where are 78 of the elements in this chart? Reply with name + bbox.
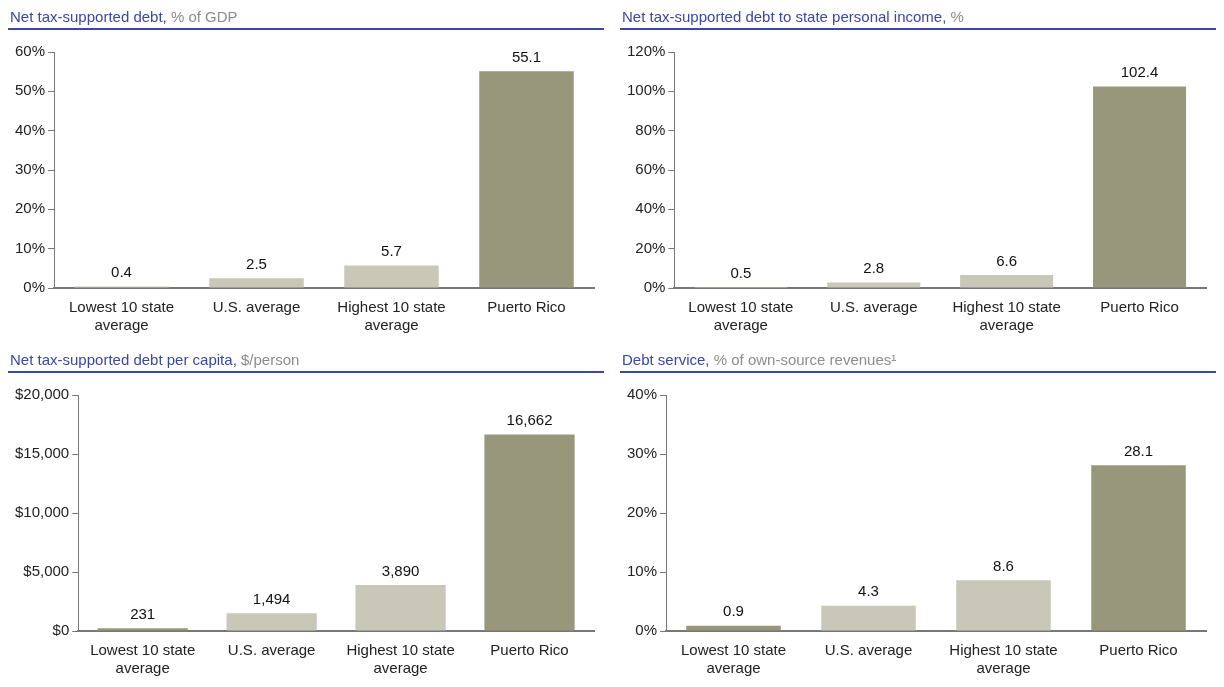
bar [226, 613, 317, 631]
data-label: 2.5 [246, 254, 267, 272]
data-label: 6.6 [996, 251, 1018, 269]
x-tick-label: Puerto Rico [1100, 298, 1179, 316]
data-label: 0.9 [723, 602, 744, 620]
chart-title: Debt service, [622, 351, 710, 368]
y-tick-label: 40% [14, 120, 46, 138]
y-tick-label: 30% [14, 160, 46, 178]
data-label: 0.4 [111, 263, 132, 281]
y-tick-label: $15,000 [14, 444, 70, 462]
x-tick-label: Lowest 10 state average [68, 298, 175, 334]
x-tick-label: Lowest 10 state average [680, 641, 787, 677]
bar [1093, 86, 1187, 288]
y-tick-label: 10% [626, 562, 658, 580]
bar [484, 434, 575, 631]
x-tick-label: Highest 10 state average [952, 298, 1061, 334]
y-tick-label: 60% [635, 160, 666, 178]
x-tick-label: Highest 10 state average [949, 641, 1058, 677]
data-label: 4.3 [858, 582, 879, 600]
chart-title: Net tax-supported debt to state personal income, [622, 8, 947, 25]
y-tick-label: 20% [635, 238, 666, 256]
bar [821, 605, 916, 631]
y-tick-label: 100% [626, 81, 666, 99]
x-tick-label: U.S. average [829, 298, 918, 316]
y-tick-label: 40% [635, 199, 666, 217]
x-tick-label: Highest 10 state average [337, 298, 446, 334]
bar [956, 580, 1051, 631]
y-tick-label: $20,000 [14, 385, 70, 403]
y-tick-label: 0% [643, 278, 666, 296]
data-label: 3,890 [381, 561, 420, 579]
data-label: 0.5 [730, 263, 752, 281]
bar [355, 585, 446, 631]
bar [1091, 465, 1186, 631]
x-tick-label: U.S. average [212, 298, 301, 316]
chart-subtitle: % of GDP [170, 8, 238, 25]
chart-title: Net tax-supported debt per capita, [10, 351, 237, 368]
data-label: 102.4 [1120, 63, 1159, 81]
chart-title: Net tax-supported debt, [10, 8, 167, 25]
y-tick-label: 20% [14, 199, 46, 217]
x-tick-label: Lowest 10 state average [90, 641, 196, 677]
y-tick-label: 30% [626, 444, 658, 462]
x-tick-label: U.S. average [824, 641, 913, 659]
y-tick-label: 80% [635, 120, 666, 138]
y-tick-label: 40% [626, 385, 658, 403]
x-tick-label: Puerto Rico [487, 298, 566, 316]
data-label: 1,494 [252, 590, 291, 608]
chart-subtitle: % of own-source revenues¹ [713, 351, 897, 368]
x-tick-label: Puerto Rico [490, 641, 569, 659]
chart-subtitle: % [950, 8, 964, 25]
x-tick-label: U.S. average [227, 641, 316, 659]
bar [344, 265, 439, 288]
y-tick-label: $5,000 [23, 562, 70, 580]
data-label: 2.8 [863, 259, 885, 277]
y-tick-label: $10,000 [14, 503, 70, 521]
y-tick-label: 20% [626, 503, 658, 521]
y-tick-label: 120% [626, 42, 666, 60]
data-label: 5.7 [381, 242, 402, 260]
y-tick-label: 0% [23, 278, 46, 296]
x-tick-label: Puerto Rico [1099, 641, 1178, 659]
y-tick-label: $0 [52, 621, 70, 639]
data-label: 231 [130, 604, 156, 622]
y-tick-label: 10% [14, 238, 46, 256]
bar [686, 625, 781, 631]
y-tick-label: 60% [14, 42, 46, 60]
data-label: 16,662 [506, 411, 553, 429]
data-label: 8.6 [993, 556, 1014, 574]
bar [827, 282, 921, 288]
bar [209, 278, 304, 288]
bar [479, 71, 574, 288]
y-tick-label: 50% [14, 81, 46, 99]
x-tick-label: Lowest 10 state average [688, 298, 794, 334]
bar [960, 275, 1054, 288]
y-tick-label: 0% [635, 621, 658, 639]
chart-subtitle: $/person [240, 351, 300, 368]
data-label: 55.1 [511, 47, 542, 65]
x-tick-label: Highest 10 state average [346, 641, 455, 677]
bar [97, 628, 188, 631]
data-label: 28.1 [1123, 441, 1154, 459]
